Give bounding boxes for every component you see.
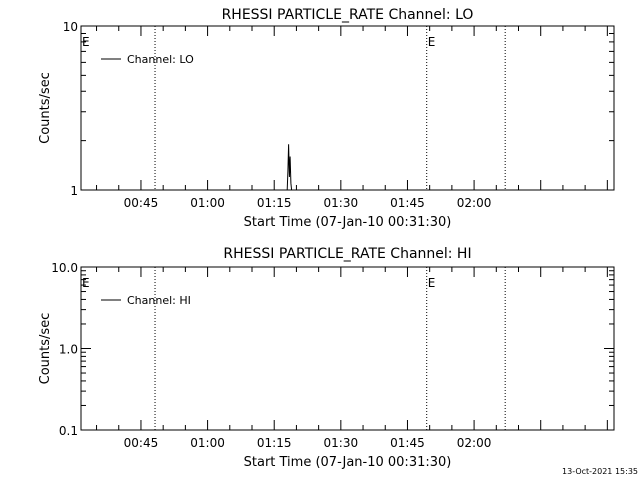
y-tick-label: 0.1	[59, 424, 78, 438]
y-tick-label: 1.0	[59, 343, 78, 357]
x-tick-label: 02:00	[457, 196, 492, 210]
event-marker-label: E	[428, 276, 436, 290]
chart-title: RHESSI PARTICLE_RATE Channel: LO	[222, 7, 474, 23]
x-tick-label: 01:15	[257, 196, 292, 210]
x-tick-label: 01:30	[324, 196, 359, 210]
legend-label: Channel: LO	[127, 53, 194, 66]
chart-panel-2: RHESSI PARTICLE_RATE Channel: HI Start Ti…	[38, 246, 615, 470]
x-axis-label: Start Time (07-Jan-10 00:31:30)	[244, 215, 452, 230]
event-marker-label: E	[428, 35, 436, 49]
x-tick-label: 01:45	[390, 196, 425, 210]
series-line	[286, 144, 294, 191]
x-tick-label: 00:45	[124, 196, 159, 210]
x-tick-label: 00:45	[124, 436, 159, 450]
start-marker-label: E	[82, 276, 90, 290]
x-tick-label: 01:45	[390, 436, 425, 450]
x-tick-label: 01:15	[257, 436, 292, 450]
y-tick-label: 1	[70, 184, 78, 198]
legend-label: Channel: HI	[127, 294, 191, 307]
start-marker-label: E	[82, 35, 90, 49]
y-tick-label: 10	[63, 20, 78, 34]
y-axis-label: Counts/sec	[38, 72, 53, 144]
plot-frame	[80, 266, 615, 431]
y-tick-label: 10.0	[51, 261, 78, 275]
chart-title: RHESSI PARTICLE_RATE Channel: HI	[223, 246, 471, 262]
chart-panel-1: RHESSI PARTICLE_RATE Channel: LO Start Ti…	[38, 7, 615, 230]
x-tick-label: 01:00	[190, 196, 225, 210]
x-tick-label: 01:30	[324, 436, 359, 450]
x-tick-label: 01:00	[190, 436, 225, 450]
x-tick-label: 02:00	[457, 436, 492, 450]
plot-timestamp: 13-Oct-2021 15:35	[562, 467, 638, 476]
plot-frame	[80, 25, 615, 191]
y-axis-label: Counts/sec	[38, 313, 53, 385]
x-axis-label: Start Time (07-Jan-10 00:31:30)	[244, 455, 452, 470]
